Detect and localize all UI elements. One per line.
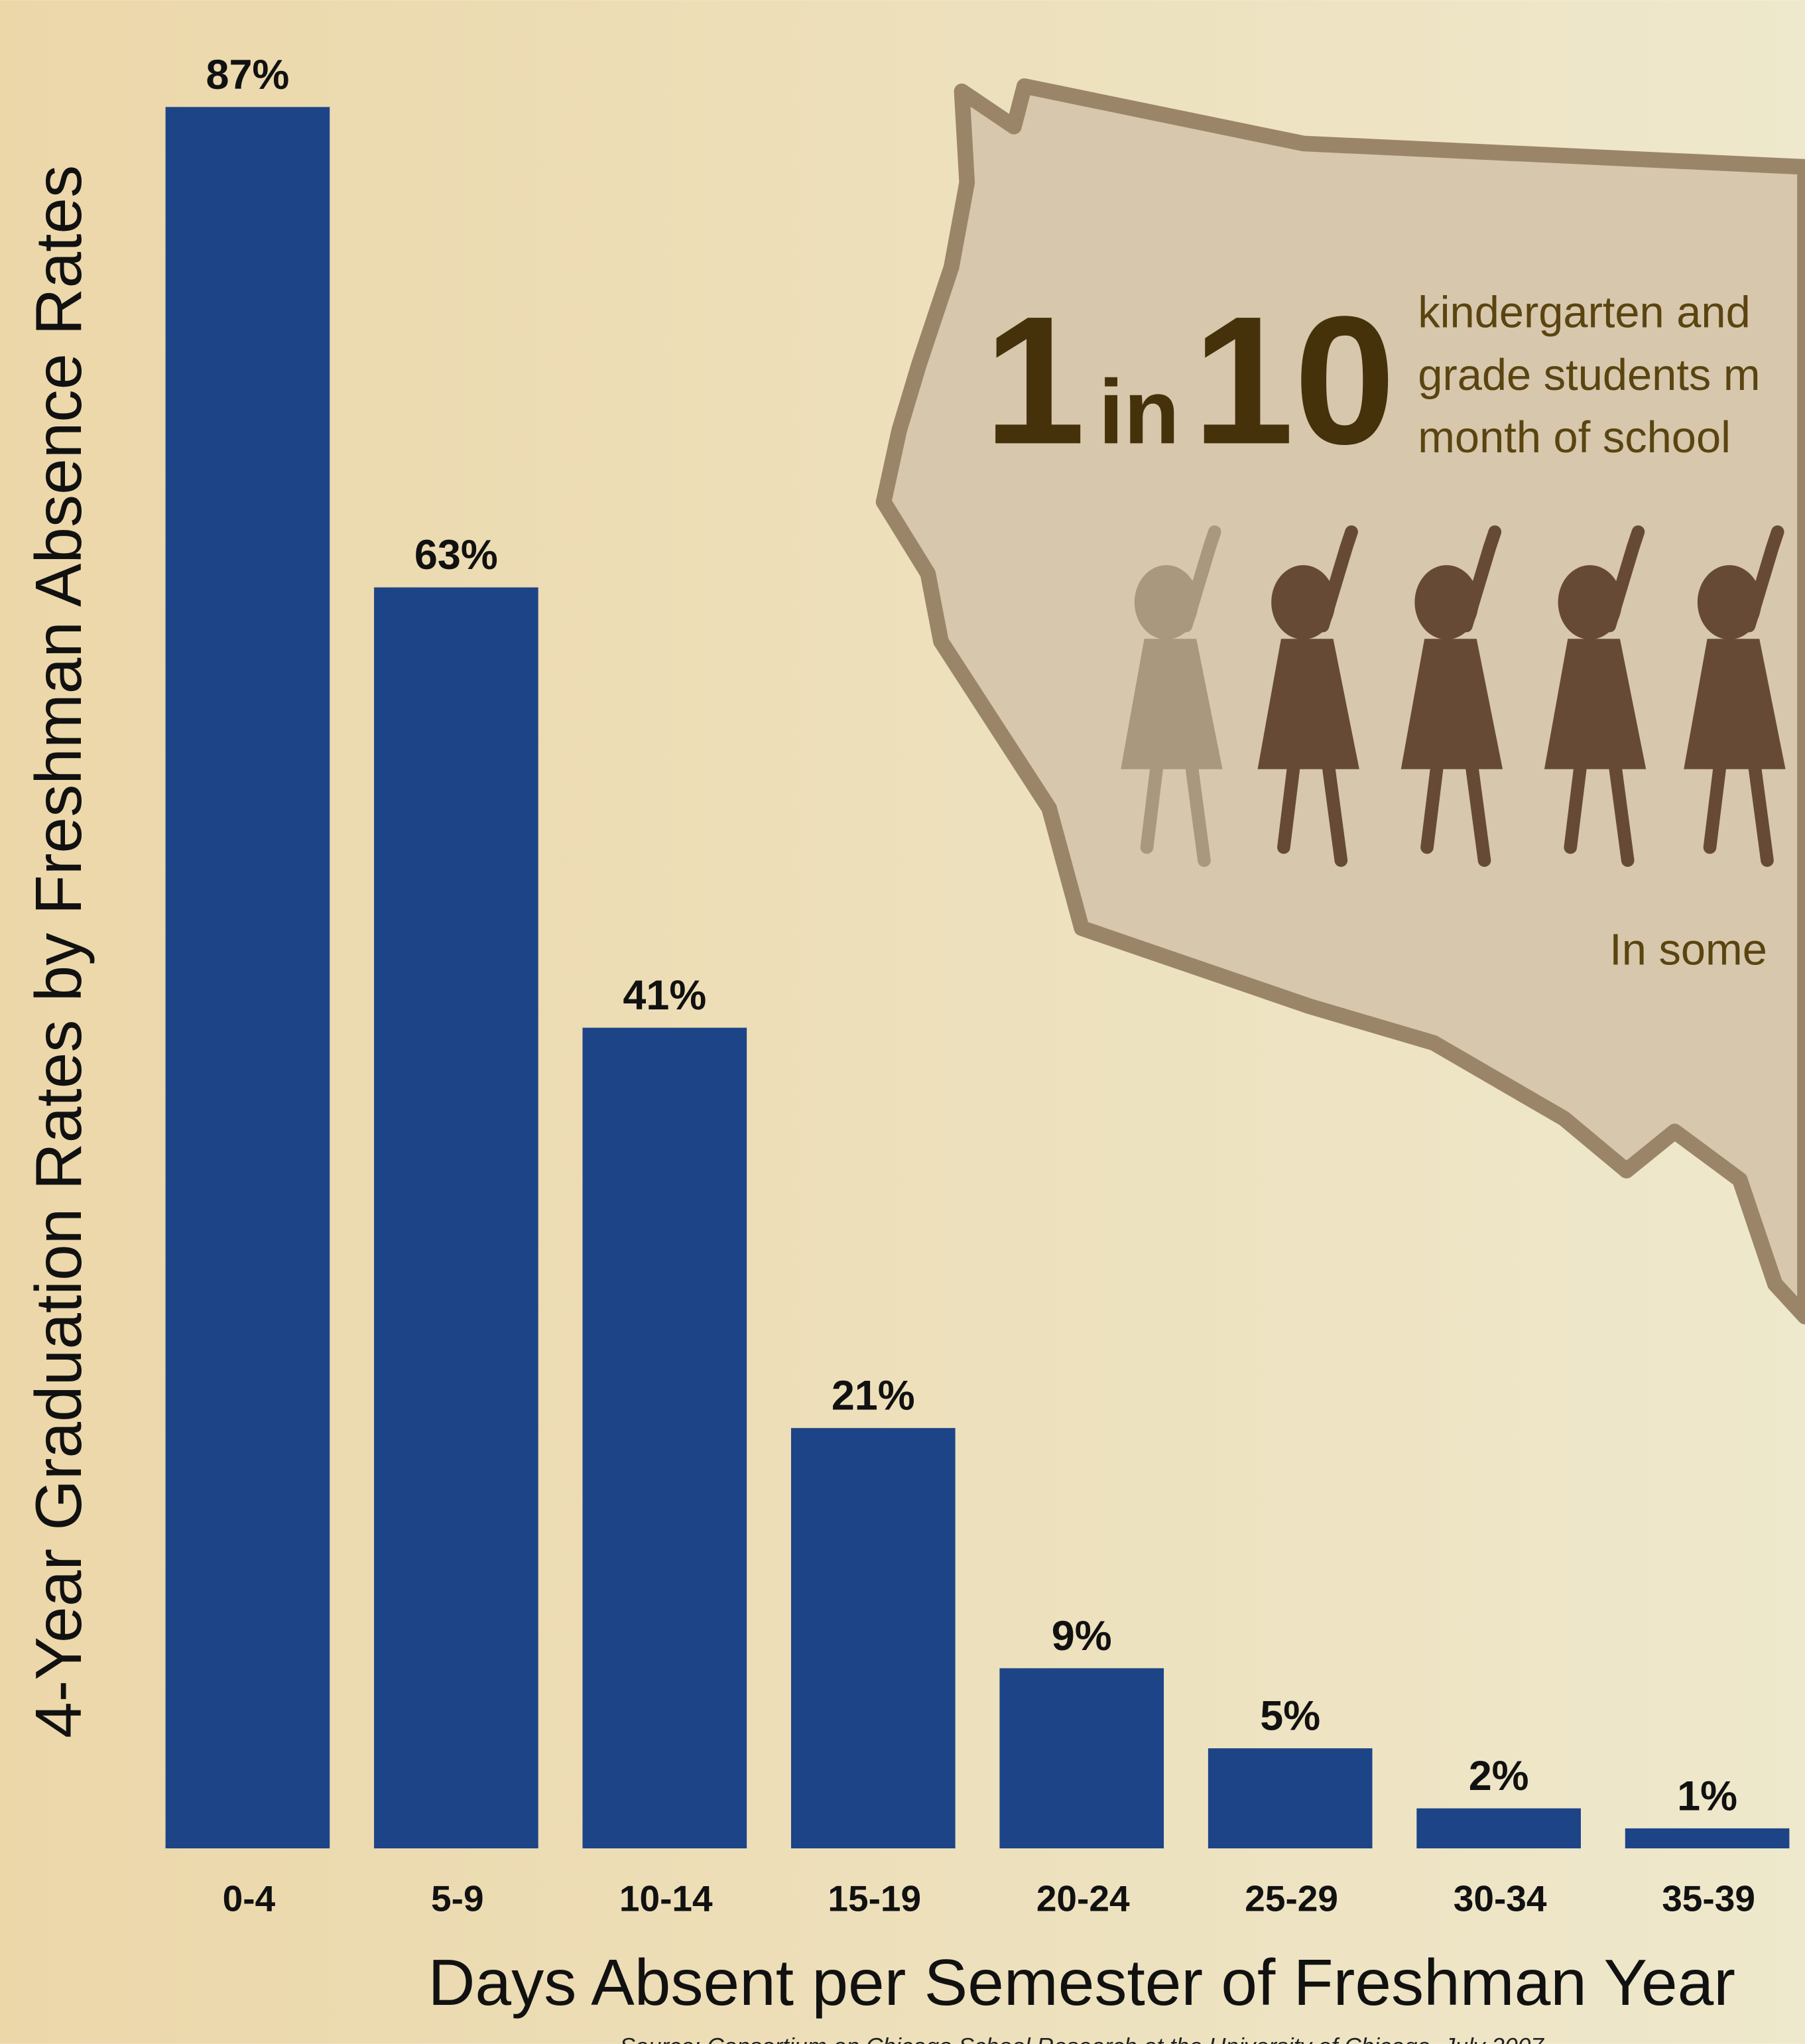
child-legs xyxy=(1703,756,1774,867)
stat-number: 10 xyxy=(1192,279,1395,482)
bar xyxy=(790,1428,956,1849)
child-icon xyxy=(1257,525,1359,867)
inset-text: month of school xyxy=(1418,413,1731,462)
child-legs xyxy=(1140,756,1211,867)
x-tick-label: 20-24 xyxy=(1036,1878,1130,1919)
bar xyxy=(1208,1748,1373,1849)
source: Source: Consortium on Chicago School Res… xyxy=(619,2034,1544,2044)
bar xyxy=(374,587,538,1849)
x-tick-label: 15-19 xyxy=(828,1878,921,1919)
child-arm xyxy=(1179,525,1221,633)
value-label: 9% xyxy=(1052,1613,1112,1659)
x-tick-label: 5-9 xyxy=(431,1878,484,1919)
value-label: 1% xyxy=(1677,1773,1737,1819)
stat: 1 in 10 xyxy=(984,279,1396,482)
value-label: 21% xyxy=(832,1373,915,1419)
bar xyxy=(1416,1808,1581,1849)
bar xyxy=(165,107,330,1849)
x-tick-label: 35-39 xyxy=(1662,1878,1755,1919)
child-legs xyxy=(1277,756,1348,867)
child-icon xyxy=(1544,525,1647,867)
child-arm xyxy=(1603,525,1645,633)
value-label: 87% xyxy=(206,52,289,98)
value-label: 2% xyxy=(1469,1753,1529,1799)
x-axis-label: Days Absent per Semester of Freshman Yea… xyxy=(428,1946,1735,2019)
stat-in: in xyxy=(1099,361,1180,463)
child-dress xyxy=(1400,639,1503,769)
value-label: 5% xyxy=(1260,1693,1320,1740)
value-label: 41% xyxy=(623,972,706,1019)
child-dress xyxy=(1121,639,1223,769)
child-legs xyxy=(1420,756,1491,867)
y-axis-label: 4-Year Graduation Rates by Freshman Abse… xyxy=(22,165,95,1738)
bar xyxy=(999,1668,1164,1849)
inset-text: In some xyxy=(1609,926,1767,975)
bar xyxy=(1625,1828,1790,1849)
x-tick-label: 0-4 xyxy=(223,1878,276,1919)
child-dress xyxy=(1544,639,1647,769)
x-tick-label: 25-29 xyxy=(1245,1878,1338,1919)
child-icon xyxy=(1121,525,1223,867)
child-arm xyxy=(1742,525,1784,633)
child-dress xyxy=(1684,639,1786,769)
child-arm xyxy=(1460,525,1502,633)
child-icon xyxy=(1400,525,1503,867)
inset-text: kindergarten and xyxy=(1418,288,1750,337)
inset-text: grade students m xyxy=(1418,351,1760,400)
child-arm xyxy=(1316,525,1358,633)
x-tick-label: 10-14 xyxy=(619,1878,713,1919)
children-icons xyxy=(1121,525,1786,867)
value-label: 63% xyxy=(414,532,498,578)
x-tick-label: 30-34 xyxy=(1454,1878,1547,1919)
child-icon xyxy=(1684,525,1786,867)
child-dress xyxy=(1257,639,1359,769)
child-legs xyxy=(1564,756,1635,867)
stat-number: 1 xyxy=(984,279,1086,482)
bar xyxy=(582,1027,747,1849)
